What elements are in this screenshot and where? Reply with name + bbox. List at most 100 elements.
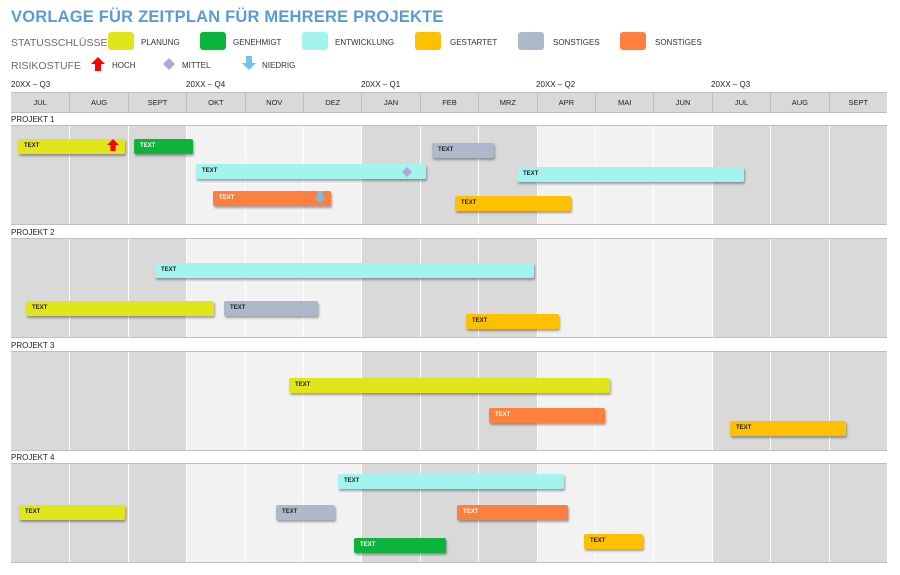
month-divider — [127, 239, 129, 337]
quarter-band — [11, 352, 187, 450]
project-label: PROJEKT 4 — [11, 453, 55, 462]
project-row-4: TEXT TEXT TEXT TEXT TEXT TEXT — [11, 463, 887, 563]
task-bar-planning[interactable]: TEXT — [18, 139, 125, 154]
month-divider — [653, 464, 655, 562]
status-swatch-development — [302, 32, 328, 50]
quarter-band — [361, 352, 537, 450]
risk-key-label: RISIKOSTUFE — [11, 60, 82, 72]
up-arrow-icon — [107, 139, 119, 151]
month-label: SEPT — [127, 93, 186, 112]
task-bar-started[interactable]: TEXT — [466, 314, 559, 329]
month-label: JUL — [711, 93, 770, 112]
status-swatch-other-orange — [620, 32, 646, 50]
month-divider — [478, 352, 480, 450]
task-bar-other-gray[interactable]: TEXT — [276, 505, 335, 520]
month-divider — [69, 239, 71, 337]
task-bar-development[interactable]: TEXT — [338, 474, 564, 489]
month-divider — [244, 239, 246, 337]
month-label: JUN — [653, 93, 711, 112]
month-divider — [770, 352, 772, 450]
month-divider — [303, 239, 304, 337]
month-label: JUL — [33, 98, 47, 107]
month-divider — [770, 239, 772, 337]
task-bar-other-gray[interactable]: TEXT — [432, 143, 494, 158]
task-bar-development[interactable]: TEXT — [196, 164, 426, 179]
page-title: VORLAGE FÜR ZEITPLAN FÜR MEHRERE PROJEKT… — [11, 8, 444, 26]
task-bar-other-gray[interactable]: TEXT — [224, 301, 318, 316]
month-divider — [653, 239, 655, 337]
month-divider — [653, 352, 655, 450]
month-label: DEZ — [303, 93, 361, 112]
quarter-band — [536, 352, 712, 450]
task-bar-planning[interactable]: TEXT — [26, 301, 214, 316]
project-label: PROJEKT 1 — [11, 115, 55, 124]
project-row-1: TEXT TEXT TEXT TEXT TEXT TEXT TEXT — [11, 125, 887, 225]
month-divider — [69, 126, 71, 224]
month-divider — [127, 126, 129, 224]
month-header: JUL AUG SEPT OKT NOV DEZ JAN FEB MRZ APR… — [11, 92, 887, 113]
task-bar-other-orange[interactable]: TEXT — [213, 191, 331, 206]
task-bar-planning[interactable]: TEXT — [289, 378, 610, 393]
status-label-other-gray: SONSTIGES — [553, 38, 600, 47]
task-bar-development[interactable]: TEXT — [517, 167, 744, 182]
month-divider — [419, 239, 421, 337]
diamond-icon — [163, 58, 175, 70]
quarter-band — [711, 239, 887, 337]
status-label-other-orange: SONSTIGES — [655, 38, 702, 47]
up-arrow-icon — [91, 57, 105, 71]
quarter-label: 20XX – Q3 — [11, 80, 51, 89]
month-label: APR — [536, 93, 595, 112]
month-divider — [127, 352, 129, 450]
task-bar-started[interactable]: TEXT — [455, 196, 571, 211]
month-divider — [478, 126, 480, 224]
task-bar-started[interactable]: TEXT — [584, 534, 643, 549]
project-row-2: TEXT TEXT TEXT TEXT — [11, 238, 887, 338]
month-divider — [828, 352, 830, 450]
task-bar-planning[interactable]: TEXT — [19, 505, 125, 520]
quarter-band — [536, 239, 712, 337]
month-divider — [770, 464, 772, 562]
month-divider — [828, 464, 830, 562]
status-swatch-planning — [108, 32, 134, 50]
month-divider — [419, 352, 421, 450]
month-label: FEB — [419, 93, 478, 112]
task-bar-approved[interactable]: TEXT — [134, 139, 193, 154]
project-label: PROJEKT 2 — [11, 228, 55, 237]
month-label: MRZ — [478, 93, 536, 112]
status-label-planning: PLANUNG — [141, 38, 180, 47]
month-label: NOV — [244, 93, 303, 112]
task-bar-started[interactable]: TEXT — [730, 421, 846, 436]
quarter-label: 20XX – Q3 — [711, 80, 751, 89]
quarter-label: 20XX – Q4 — [186, 80, 226, 89]
quarter-band — [186, 352, 362, 450]
risk-label-medium: MITTEL — [182, 61, 211, 70]
month-label: JAN — [361, 93, 419, 112]
month-label: MAI — [595, 93, 653, 112]
status-swatch-other-gray — [518, 32, 544, 50]
project-label: PROJEKT 3 — [11, 341, 55, 350]
task-bar-approved[interactable]: TEXT — [354, 538, 446, 553]
quarter-label: 20XX – Q1 — [361, 80, 401, 89]
month-label: AUG — [770, 93, 828, 112]
month-divider — [244, 352, 246, 450]
month-divider — [303, 352, 304, 450]
risk-label-low: NIEDRIG — [262, 61, 296, 70]
task-bar-development[interactable]: TEXT — [155, 263, 534, 278]
month-divider — [69, 352, 71, 450]
task-bar-other-orange[interactable]: TEXT — [489, 408, 605, 423]
risk-label-high: HOCH — [112, 61, 136, 70]
month-divider — [828, 239, 830, 337]
month-divider — [595, 239, 596, 337]
month-label: AUG — [69, 93, 127, 112]
month-divider — [127, 464, 129, 562]
project-row-3: TEXT TEXT TEXT — [11, 351, 887, 451]
status-label-development: ENTWICKLUNG — [335, 38, 395, 47]
quarter-band — [186, 464, 362, 562]
status-label-started: GESTARTET — [450, 38, 498, 47]
month-label: OKT — [186, 93, 244, 112]
month-label: SEPT — [828, 93, 887, 112]
month-divider — [595, 464, 596, 562]
month-divider — [244, 464, 246, 562]
quarter-band — [711, 464, 887, 562]
task-bar-other-orange[interactable]: TEXT — [457, 505, 568, 520]
